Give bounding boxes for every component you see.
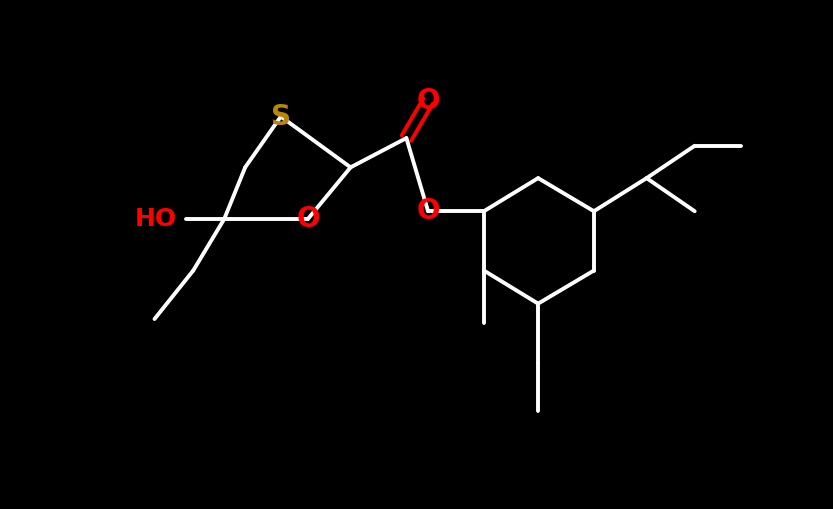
Text: O: O	[297, 205, 320, 233]
Text: S: S	[271, 102, 291, 130]
Text: O: O	[416, 87, 440, 115]
Text: O: O	[416, 197, 440, 225]
Text: HO: HO	[135, 207, 177, 231]
